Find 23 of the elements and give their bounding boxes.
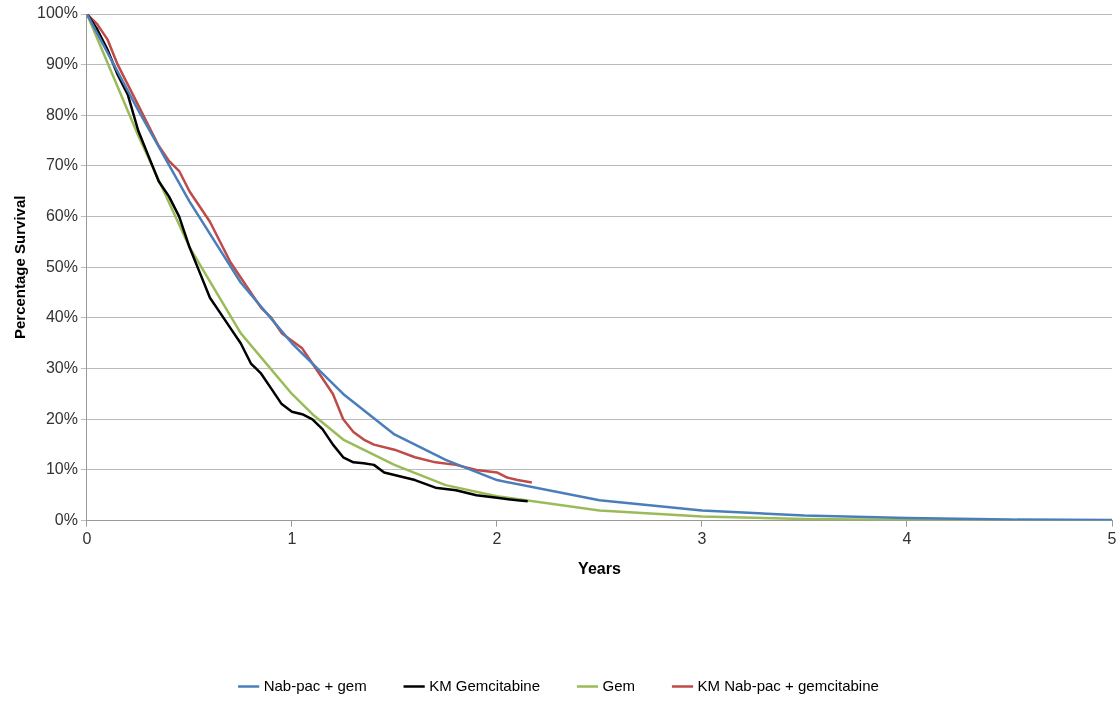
- x-axis-title: Years: [578, 559, 621, 577]
- y-tick-label: 30%: [45, 359, 78, 377]
- x-tick-label: 2: [492, 529, 502, 547]
- legend-label: KM Gemcitabine: [429, 676, 540, 694]
- x-tick-label: 4: [902, 529, 912, 547]
- y-tick-label: 40%: [45, 308, 78, 326]
- legend-label: Nab-pac + gem: [263, 676, 367, 694]
- y-tick-label: 70%: [45, 156, 78, 174]
- y-tick-label: 80%: [45, 105, 78, 123]
- x-tick-label: 5: [1107, 529, 1117, 547]
- legend-label: KM Nab-pac + gemcitabine: [697, 676, 879, 694]
- y-tick-label: 60%: [45, 207, 78, 225]
- x-tick-label: 1: [287, 529, 297, 547]
- y-axis-title: Percentage Survival: [11, 195, 29, 340]
- y-tick-label: 90%: [45, 55, 78, 73]
- y-tick-label: 0%: [54, 511, 78, 529]
- x-tick-label: 3: [697, 529, 707, 547]
- y-tick-label: 50%: [45, 257, 78, 275]
- x-tick-label: 0: [82, 529, 92, 547]
- y-tick-label: 10%: [45, 460, 78, 478]
- legend-label: Gem: [602, 676, 636, 694]
- y-tick-label: 20%: [45, 409, 78, 427]
- y-tick-label: 100%: [37, 4, 78, 22]
